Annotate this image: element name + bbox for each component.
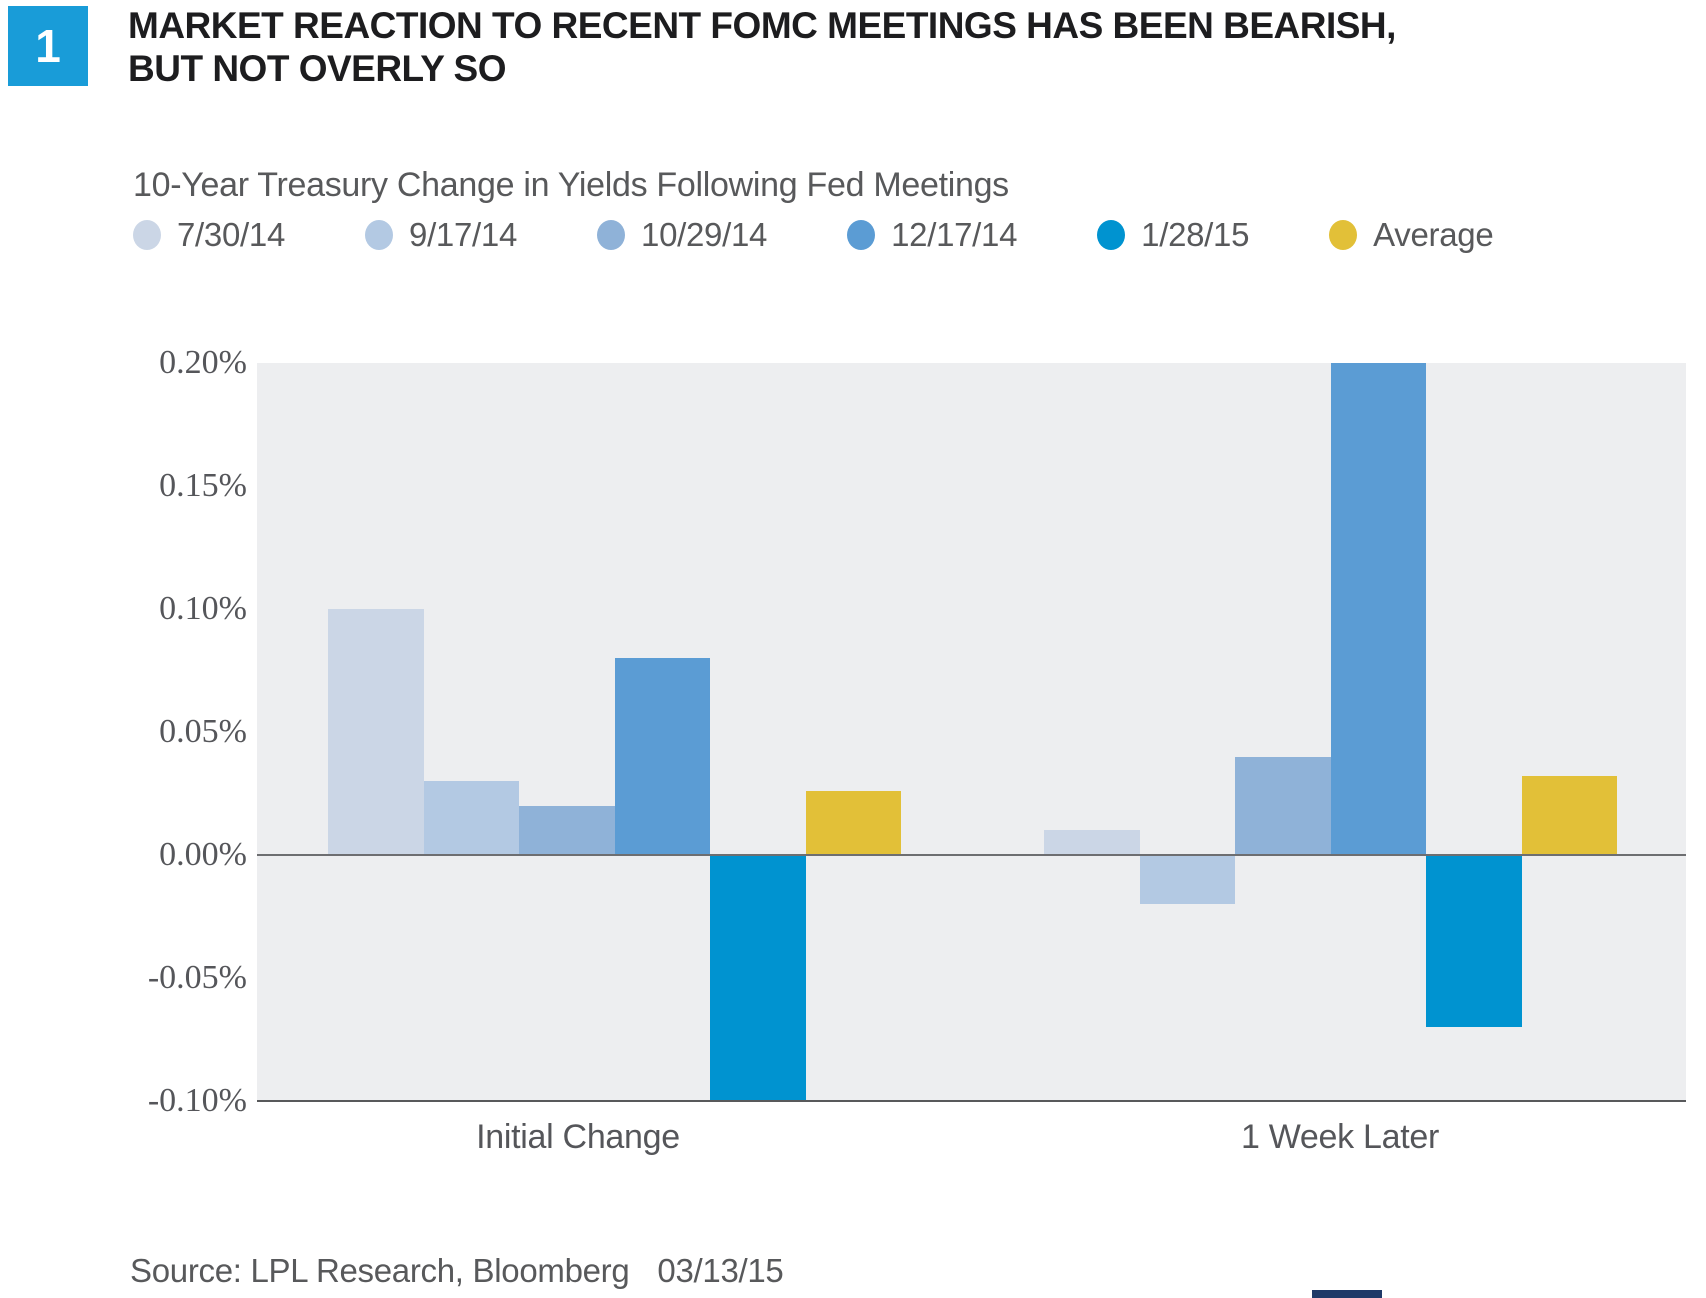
- legend-item-12-17-14: 12/17/14: [847, 216, 1017, 254]
- bottom-axis-line: [257, 1100, 1686, 1102]
- legend-item-1-28-15: 1/28/15: [1097, 216, 1249, 254]
- legend-label: 12/17/14: [891, 216, 1018, 253]
- legend-label: 10/29/14: [641, 216, 768, 253]
- figure-title-line2: BUT NOT OVERLY SO: [128, 48, 507, 89]
- zero-axis-line: [257, 854, 1686, 856]
- y-axis-labels: 0.20% 0.15% 0.10% 0.05% 0.00% -0.05% -0.10%: [90, 344, 247, 1119]
- x-axis-labels: Initial Change 1 Week Later: [257, 1118, 1686, 1168]
- legend-item-10-29-14: 10/29/14: [597, 216, 767, 254]
- figure-number: 1: [35, 20, 61, 72]
- plot-area: [257, 363, 1686, 1102]
- y-tick-label: 0.05%: [159, 713, 247, 750]
- bar-1-week-later-average: [1521, 776, 1617, 855]
- group-label-initial-change: Initial Change: [476, 1118, 680, 1156]
- source-text: Source: LPL Research, Bloomberg: [130, 1252, 630, 1289]
- legend-label: 9/17/14: [409, 216, 518, 253]
- figure-title-line1: MARKET REACTION TO RECENT FOMC MEETINGS …: [128, 5, 1396, 46]
- legend-item-average: Average: [1329, 216, 1494, 254]
- bar-initial-change-7-30-14: [328, 609, 424, 855]
- bar-1-week-later-10-29-14: [1235, 756, 1331, 855]
- bar-initial-change-average: [805, 791, 901, 855]
- y-tick-label: 0.00%: [159, 836, 247, 873]
- bar-initial-change-9-17-14: [423, 781, 519, 855]
- source-date: 03/13/15: [657, 1252, 784, 1289]
- y-tick-label: 0.20%: [159, 344, 247, 381]
- bar-initial-change-10-29-14: [519, 805, 615, 855]
- navy-logo-chip: [1312, 1290, 1382, 1298]
- source-note: Source: LPL Research, Bloomberg 03/13/15: [130, 1252, 784, 1290]
- figure-number-badge: 1: [8, 6, 88, 86]
- y-tick-label: -0.10%: [147, 1082, 247, 1119]
- legend-dot-icon: [365, 220, 394, 250]
- legend-dot-icon: [1329, 220, 1358, 250]
- legend-dot-icon: [597, 220, 626, 250]
- legend-label: 1/28/15: [1141, 216, 1250, 253]
- y-tick-label: -0.05%: [147, 959, 247, 996]
- bar-initial-change-1-28-15: [710, 855, 806, 1101]
- legend-item-9-17-14: 9/17/14: [365, 216, 517, 254]
- y-tick-label: 0.10%: [159, 590, 247, 627]
- y-tick-label: 0.15%: [159, 467, 247, 504]
- legend-item-7-30-14: 7/30/14: [133, 216, 285, 254]
- bar-1-week-later-7-30-14: [1044, 830, 1140, 855]
- chart-legend: 7/30/14 9/17/14 10/29/14 12/17/14 1/28/15 Ave…: [133, 216, 1613, 254]
- chart-subtitle: 10-Year Treasury Change in Yields Follow…: [133, 166, 1009, 204]
- legend-dot-icon: [1097, 220, 1126, 250]
- legend-dot-icon: [847, 220, 876, 250]
- figure-title: MARKET REACTION TO RECENT FOMC MEETINGS …: [128, 4, 1608, 90]
- legend-dot-icon: [133, 220, 161, 250]
- legend-label: Average: [1373, 216, 1494, 253]
- bar-1-week-later-9-17-14: [1139, 855, 1235, 905]
- legend-label: 7/30/14: [177, 216, 286, 253]
- bar-1-week-later-1-28-15: [1426, 855, 1522, 1028]
- bar-1-week-later-12-17-14: [1330, 363, 1426, 855]
- group-label-1-week-later: 1 Week Later: [1241, 1118, 1439, 1156]
- bar-initial-change-12-17-14: [614, 658, 710, 855]
